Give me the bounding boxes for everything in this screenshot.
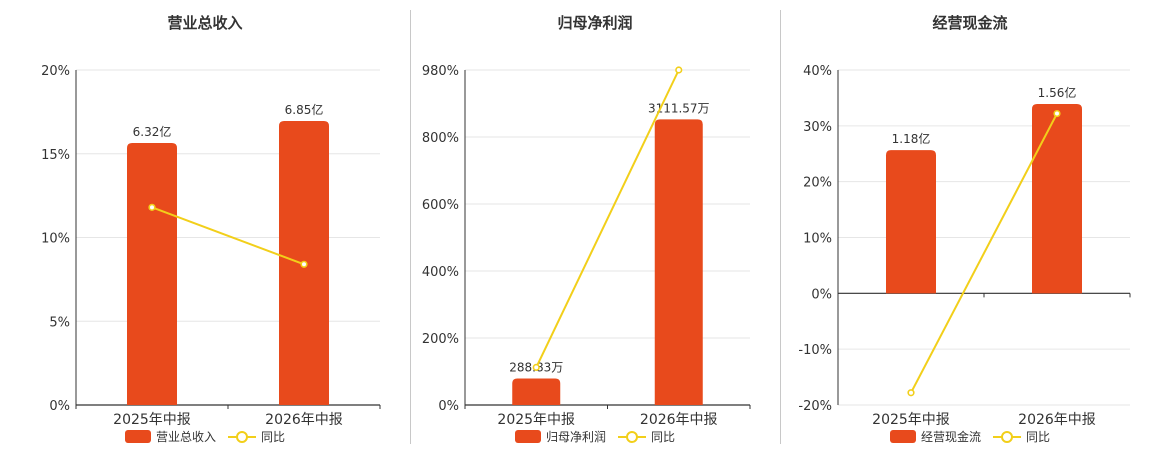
y-tick-label: 400% (422, 265, 459, 280)
yoy-point (148, 203, 156, 211)
yoy-point (907, 389, 915, 397)
y-tick-label: 10% (41, 232, 70, 247)
x-tick-label: 2025年中报 (872, 412, 950, 428)
yoy-point (675, 66, 683, 74)
legend-bar-swatch (889, 430, 916, 443)
net-profit-chart-svg: 980%800%600%400%200%0%2025年中报2026年中报288.… (422, 64, 751, 428)
legend-item-bar[interactable]: 营业总收入 (124, 428, 216, 445)
revenue-chart-svg: 20% 15% 10% 5% 0% 2025年中报 2026年中报 6.32亿 6.85亿 (41, 64, 381, 428)
y-tick-label: 15% (41, 148, 70, 163)
legend-line-swatch (618, 430, 646, 443)
cash-flow-chart-svg: 40% 30% 20% 10% 0% -10% -20% 2025年中报 2026年中报 1.18… (798, 64, 1131, 428)
yoy-point (1053, 109, 1061, 118)
legend-bar-swatch (514, 430, 541, 443)
legend-line-swatch (228, 430, 256, 443)
y-tick-label: 0% (811, 287, 832, 302)
chart-legend: 营业总收入 同比 (0, 428, 410, 445)
yoy-line (535, 69, 680, 368)
y-tick-label: 5% (49, 315, 70, 330)
yoy-line (910, 113, 1058, 394)
net-profit-chart-panel: 归母净利润 980% 800% 600% 400% 200% 0% 2025年中报 2026年… (410, 0, 780, 450)
bar-value-label: 3111.57万 (648, 101, 710, 115)
y-tick-label: 800% (422, 131, 459, 146)
y-tick-label: 0% (49, 399, 70, 414)
panel-divider (780, 10, 781, 444)
bar-value-label: 6.85亿 (285, 102, 324, 117)
y-tick-label: 980% (422, 64, 459, 79)
chart-title: 经营现金流 (932, 14, 1008, 32)
legend-bar-label: 营业总收入 (155, 430, 216, 444)
bar (654, 119, 703, 406)
legend-bar-swatch (124, 430, 151, 443)
x-tick-label: 2025年中报 (113, 412, 191, 428)
bar (1032, 103, 1082, 294)
y-tick-label: 40% (803, 64, 832, 79)
legend-line-label: 同比 (261, 430, 286, 444)
legend-bar-label: 经营现金流 (920, 430, 981, 444)
y-tick-label: -10% (798, 343, 832, 358)
yoy-point (300, 260, 308, 268)
legend-line-swatch (993, 430, 1021, 443)
y-tick-label: 20% (41, 64, 70, 79)
bar (886, 150, 936, 294)
legend-item-line[interactable]: 同比 (618, 428, 675, 445)
panel-divider (410, 10, 411, 444)
y-tick-label: 30% (803, 120, 832, 135)
legend-line-label: 同比 (1026, 430, 1051, 444)
y-tick-label: 200% (422, 332, 459, 347)
bar (512, 378, 561, 405)
chart-legend: 经营现金流 同比 (780, 428, 1160, 445)
legend-item-bar[interactable]: 归母净利润 (514, 428, 606, 445)
cash-flow-chart-panel: 经营现金流 40% 30% 20% 10% 0% -10% -20% 2025年中报 2026年… (780, 0, 1160, 450)
legend-line-label: 同比 (651, 430, 676, 444)
revenue-chart-panel: 营业总收入 20% 15% 10% 5% 0% 2025年中报 2026年中报 6.32亿 6.… (0, 0, 410, 450)
y-tick-label: 20% (803, 176, 832, 191)
chart-title: 归母净利润 (557, 14, 633, 32)
x-tick-label: 2026年中报 (640, 412, 718, 428)
yoy-line (151, 206, 305, 266)
chart-title: 营业总收入 (167, 14, 243, 32)
chart-legend: 归母净利润 同比 (410, 428, 780, 445)
y-tick-label: 10% (803, 232, 832, 247)
bar-value-label: 6.32亿 (133, 124, 172, 139)
bar-value-label: 1.56亿 (1038, 85, 1077, 100)
legend-item-bar[interactable]: 经营现金流 (889, 428, 981, 445)
y-tick-label: 600% (422, 198, 459, 213)
x-tick-label: 2026年中报 (1018, 412, 1096, 428)
yoy-point (532, 363, 540, 371)
x-tick-label: 2025年中报 (497, 412, 575, 428)
bar-value-label: 1.18亿 (892, 131, 931, 146)
y-tick-label: -20% (798, 399, 832, 414)
bar (127, 142, 177, 406)
x-tick-label: 2026年中报 (265, 412, 343, 428)
legend-item-line[interactable]: 同比 (228, 428, 285, 445)
legend-bar-label: 归母净利润 (545, 430, 606, 444)
legend-item-line[interactable]: 同比 (993, 428, 1050, 445)
y-tick-label: 0% (438, 399, 459, 414)
